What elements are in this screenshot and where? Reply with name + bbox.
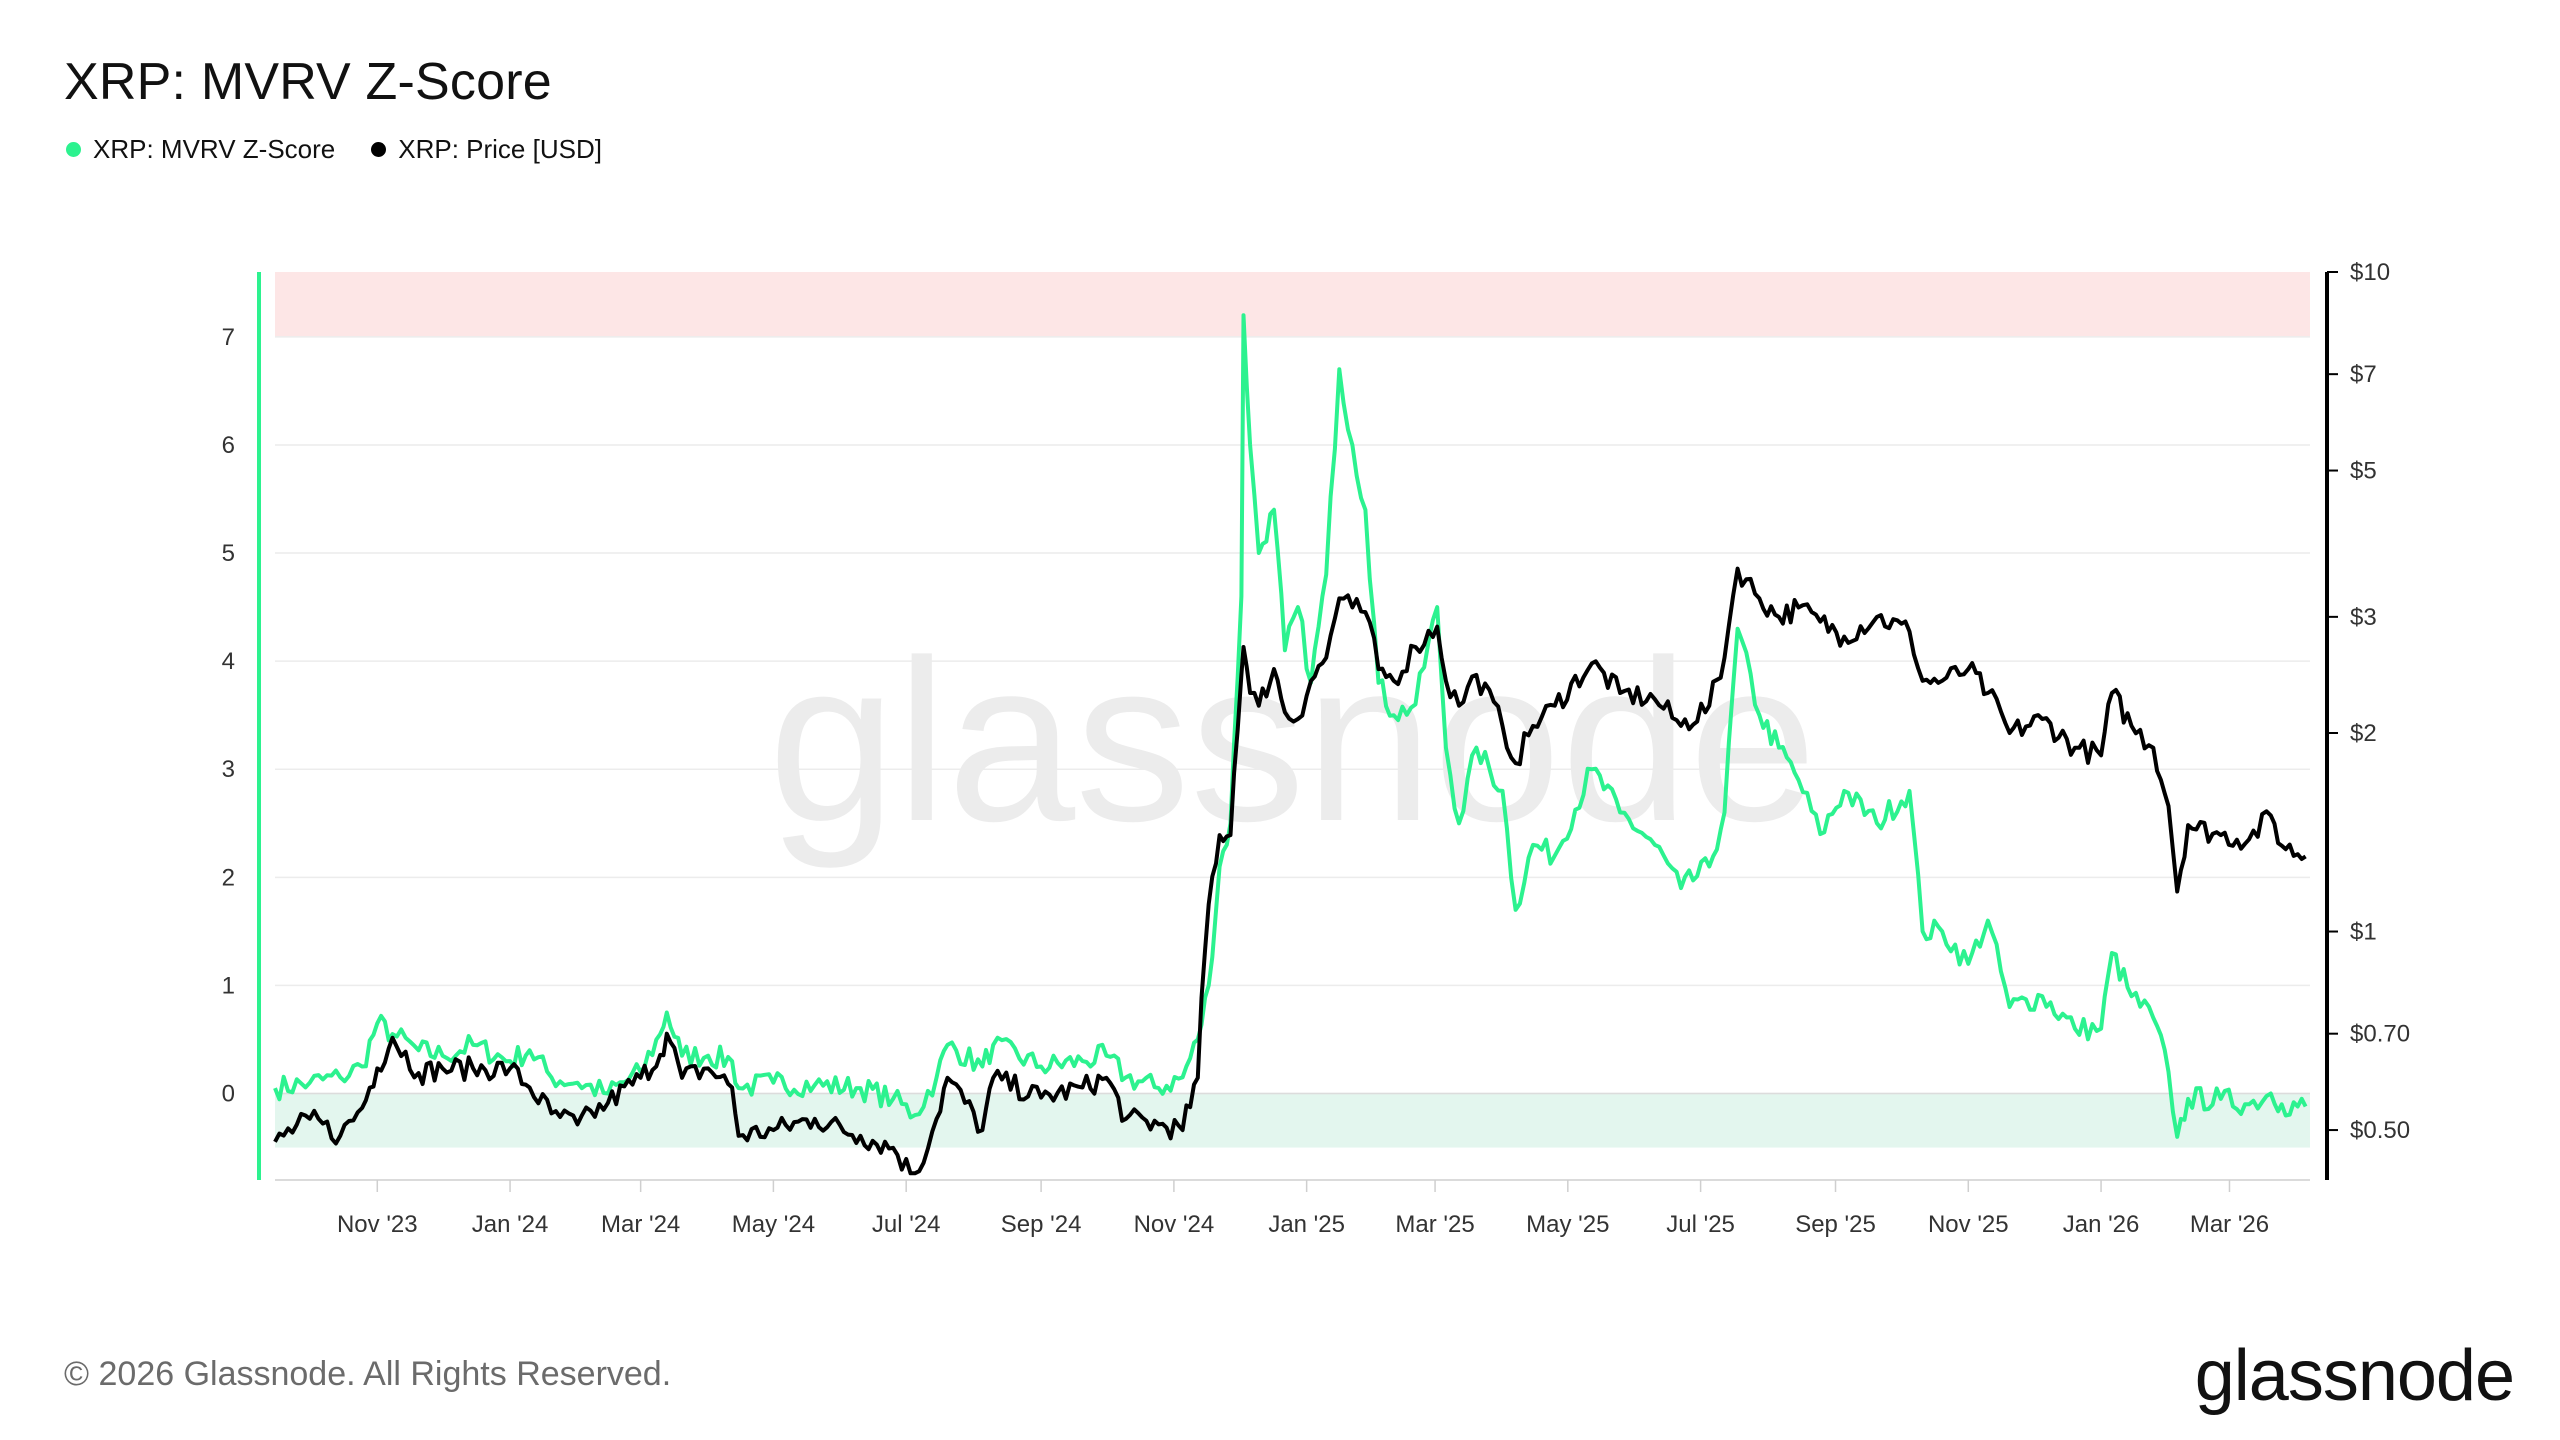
- y-left-tick-label: 1: [222, 972, 235, 999]
- y-right-tick-label: $0.70: [2350, 1021, 2410, 1048]
- y-right-tick-label: $7: [2350, 361, 2377, 388]
- y-left-tick-label: 6: [222, 432, 235, 459]
- x-tick-label: Nov '24: [1134, 1211, 1215, 1238]
- y-left-tick-label: 0: [222, 1081, 235, 1108]
- y-left-tick-label: 4: [222, 648, 235, 675]
- y-right-tick-label: $1: [2350, 919, 2377, 946]
- x-tick-label: Jul '25: [1666, 1211, 1735, 1238]
- x-tick-label: Jan '25: [1268, 1211, 1345, 1238]
- band-high: [275, 272, 2310, 337]
- series-line-price: [273, 566, 2307, 1176]
- y-left-tick-label: 2: [222, 864, 235, 891]
- series-line-zscore: [273, 313, 2308, 1139]
- legend-label-price: XRP: Price [USD]: [398, 134, 602, 164]
- y-right-tick-label: $0.50: [2350, 1117, 2410, 1144]
- x-tick-label: Nov '23: [337, 1211, 418, 1238]
- x-tick-label: Mar '25: [1395, 1211, 1474, 1238]
- x-tick-label: Mar '26: [2190, 1211, 2269, 1238]
- legend-item-zscore[interactable]: XRP: MVRV Z-Score: [66, 134, 335, 165]
- x-tick-label: Jan '24: [472, 1211, 549, 1238]
- copyright: © 2026 Glassnode. All Rights Reserved.: [64, 1355, 672, 1393]
- y-right-tick-label: $2: [2350, 720, 2377, 747]
- x-tick-label: Nov '25: [1928, 1211, 2009, 1238]
- y-left-tick-label: 3: [222, 756, 235, 783]
- brand-logo: glassnode: [2194, 1336, 2515, 1416]
- y-left-tick-label: 7: [222, 324, 235, 351]
- y-left-tick-label: 5: [222, 540, 235, 567]
- y-right-tick-label: $10: [2350, 259, 2390, 286]
- chart-title: XRP: MVRV Z-Score: [64, 53, 552, 111]
- legend-swatch-price: [371, 142, 387, 157]
- y-right-tick-label: $5: [2350, 458, 2377, 485]
- legend-swatch-zscore: [66, 142, 81, 157]
- x-tick-label: Sep '24: [1001, 1211, 1082, 1238]
- legend-label-zscore: XRP: MVRV Z-Score: [93, 134, 336, 164]
- x-tick-label: May '25: [1526, 1211, 1609, 1238]
- x-tick-label: Jul '24: [872, 1211, 941, 1238]
- x-tick-label: Mar '24: [601, 1211, 680, 1238]
- x-tick-label: May '24: [732, 1211, 815, 1238]
- x-tick-label: Jan '26: [2063, 1211, 2140, 1238]
- x-tick-label: Sep '25: [1795, 1211, 1876, 1238]
- legend: XRP: MVRV Z-Score XRP: Price [USD]: [66, 134, 602, 165]
- watermark: glassnode: [768, 612, 1817, 869]
- legend-item-price[interactable]: XRP: Price [USD]: [371, 134, 602, 165]
- y-right-tick-label: $3: [2350, 604, 2377, 631]
